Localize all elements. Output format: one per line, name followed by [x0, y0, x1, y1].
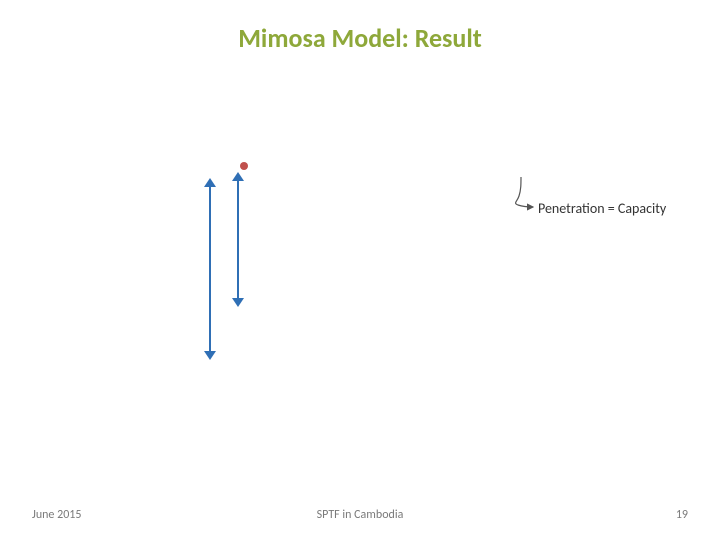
- annotation-label: Penetration = Capacity: [538, 200, 666, 217]
- double-arrow-left: [204, 178, 216, 360]
- arrow-head-down-icon: [232, 298, 244, 307]
- double-arrow-right: [232, 172, 244, 307]
- annotation-connector-icon: [0, 0, 720, 540]
- footer-center: SPTF in Cambodia: [0, 508, 720, 522]
- data-point-dot: [240, 162, 248, 170]
- footer-page-number: 19: [676, 508, 688, 522]
- arrow-shaft: [237, 180, 239, 299]
- arrow-shaft: [209, 186, 211, 352]
- slide: Mimosa Model: Result Penetration = Capac…: [0, 0, 720, 540]
- arrow-head-down-icon: [204, 351, 216, 360]
- slide-title: Mimosa Model: Result: [0, 22, 720, 54]
